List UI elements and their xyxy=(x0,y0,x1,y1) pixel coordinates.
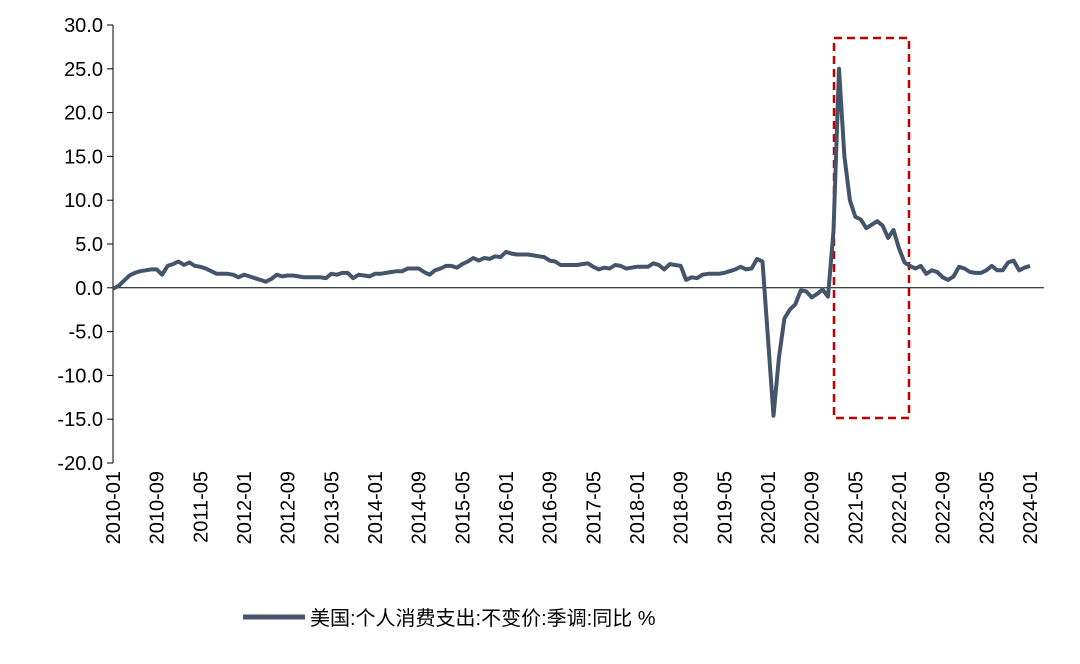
x-tick-label: 2016-09 xyxy=(540,471,562,544)
x-tick-label: 2012-09 xyxy=(278,471,300,544)
y-tick-label: -10.0 xyxy=(57,365,103,387)
x-tick-label: 2018-09 xyxy=(671,471,693,544)
x-tick-label: 2023-05 xyxy=(976,471,998,544)
y-tick-label: 25.0 xyxy=(64,59,103,81)
y-tick-label: 20.0 xyxy=(64,103,103,125)
x-tick-label: 2022-09 xyxy=(933,471,955,544)
x-tick-label: 2020-01 xyxy=(758,471,780,544)
y-tick-label: 15.0 xyxy=(64,146,103,168)
y-tick-label: -5.0 xyxy=(69,322,103,344)
x-tick-label: 2021-05 xyxy=(845,471,867,544)
x-tick-label: 2024-01 xyxy=(1020,471,1042,544)
x-tick-label: 2014-01 xyxy=(365,471,387,544)
x-tick-label: 2012-01 xyxy=(234,471,256,544)
y-tick-label: -15.0 xyxy=(57,409,103,431)
x-tick-label: 2016-01 xyxy=(496,471,518,544)
y-tick-label: 30.0 xyxy=(64,15,103,37)
x-tick-label: 2010-09 xyxy=(147,471,169,544)
x-tick-label: 2017-05 xyxy=(583,471,605,544)
series-line xyxy=(112,66,1031,418)
y-tick-label: -20.0 xyxy=(57,453,103,475)
y-tick-label: 5.0 xyxy=(75,234,103,256)
x-tick-label: 2018-01 xyxy=(627,471,649,544)
x-tick-label: 2011-05 xyxy=(190,471,212,543)
highlight-box xyxy=(832,36,911,420)
x-tick-label: 2013-05 xyxy=(321,471,343,544)
legend-label: 美国:个人消费支出:不变价:季调:同比 % xyxy=(310,607,656,630)
y-tick-label: 0.0 xyxy=(75,278,103,300)
x-tick-label: 2020-09 xyxy=(802,471,824,544)
x-tick-label: 2010-01 xyxy=(103,471,125,544)
x-tick-label: 2022-01 xyxy=(889,471,911,544)
x-tick-label: 2019-05 xyxy=(714,471,736,544)
x-tick-label: 2014-09 xyxy=(409,471,431,544)
y-tick-label: 10.0 xyxy=(64,190,103,212)
x-tick-label: 2015-05 xyxy=(452,471,474,544)
